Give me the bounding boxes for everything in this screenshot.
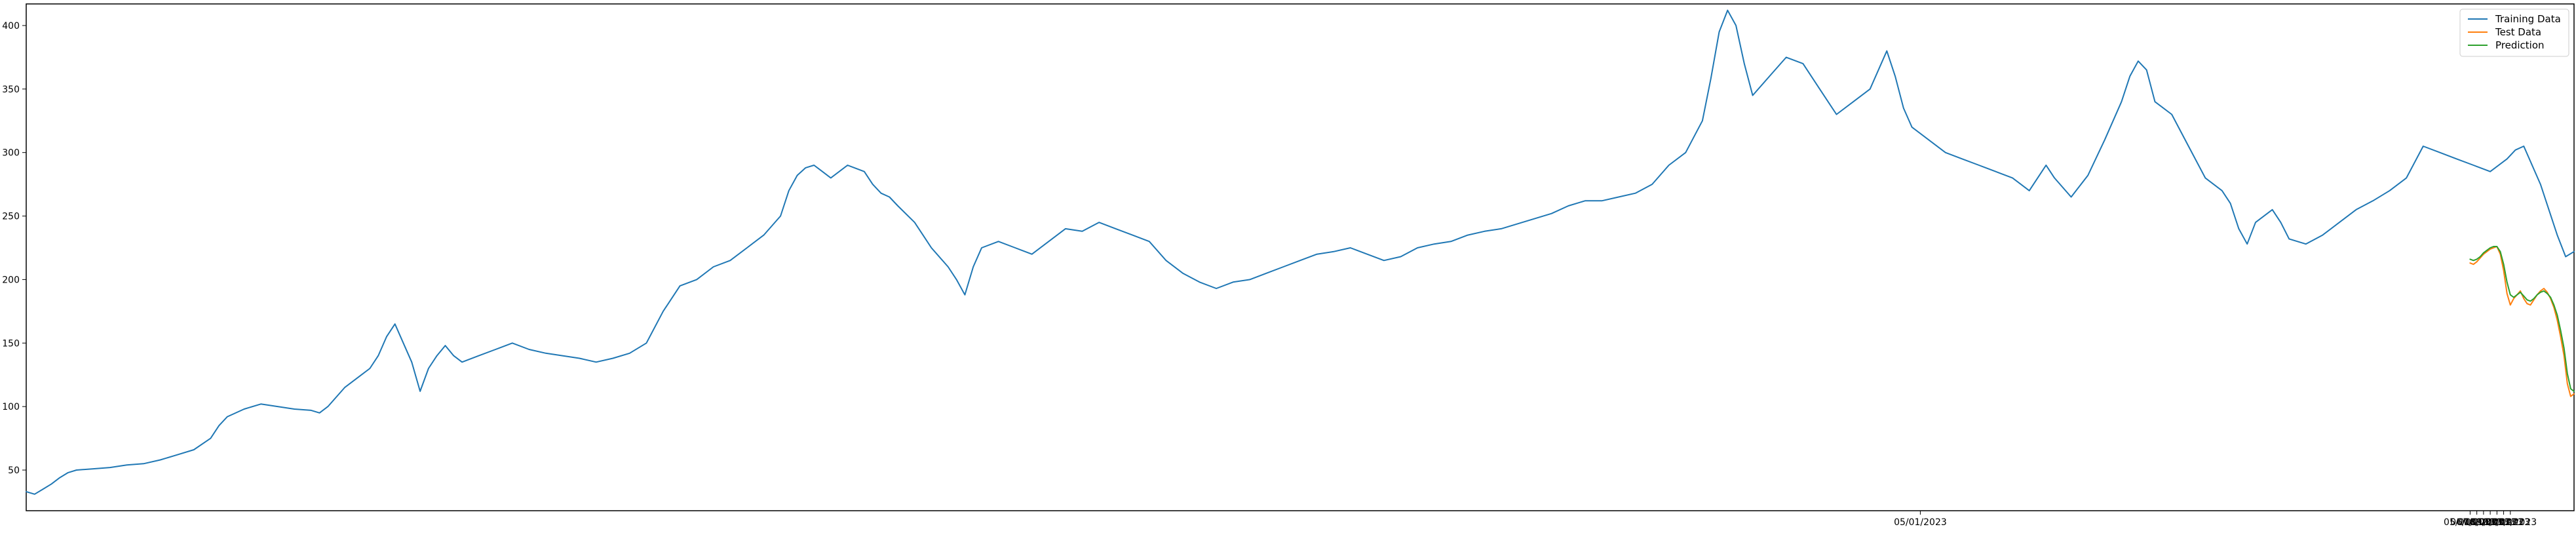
x-tick-label: 06/01/2023 xyxy=(2450,517,2503,528)
x-tick-label: 10/01/2023 xyxy=(2477,517,2530,528)
y-axis: 50 100 150 200 250 300 350 400 xyxy=(2,21,26,476)
series-line-training-data xyxy=(26,9,2575,495)
y-tick-label: 300 xyxy=(2,148,20,159)
x-tick-label: 05/01/2023 xyxy=(2444,517,2497,528)
series-line-prediction xyxy=(2469,246,2575,392)
x-tick-label: 09/01/2023 xyxy=(2470,517,2524,528)
y-tick-label: 350 xyxy=(2,85,20,95)
x-tick-label: 07/01/2023 xyxy=(2457,517,2510,528)
y-tick-label: 100 xyxy=(2,402,20,412)
x-axis: 05/01/2023 05/01/202306/01/202307/01/2023… xyxy=(1894,511,2537,528)
y-tick-label: 400 xyxy=(2,21,20,31)
legend: Training Data Test Data Prediction xyxy=(2459,9,2569,57)
y-tick-label: 150 xyxy=(2,338,20,349)
legend-label-training: Training Data xyxy=(2495,13,2561,25)
x-tick-label: 05/01/2023 xyxy=(1894,517,1947,528)
x-tick-label: 11/01/2023 xyxy=(2484,517,2537,528)
legend-label-test: Test Data xyxy=(2495,26,2541,38)
legend-label-prediction: Prediction xyxy=(2495,39,2545,51)
y-tick-label: 50 xyxy=(8,465,20,476)
y-tick-label: 250 xyxy=(2,212,20,222)
plot-area xyxy=(26,3,2575,511)
series-lines xyxy=(26,9,2575,495)
y-tick-label: 200 xyxy=(2,275,20,285)
x-tick-label: 08/01/2023 xyxy=(2464,517,2517,528)
